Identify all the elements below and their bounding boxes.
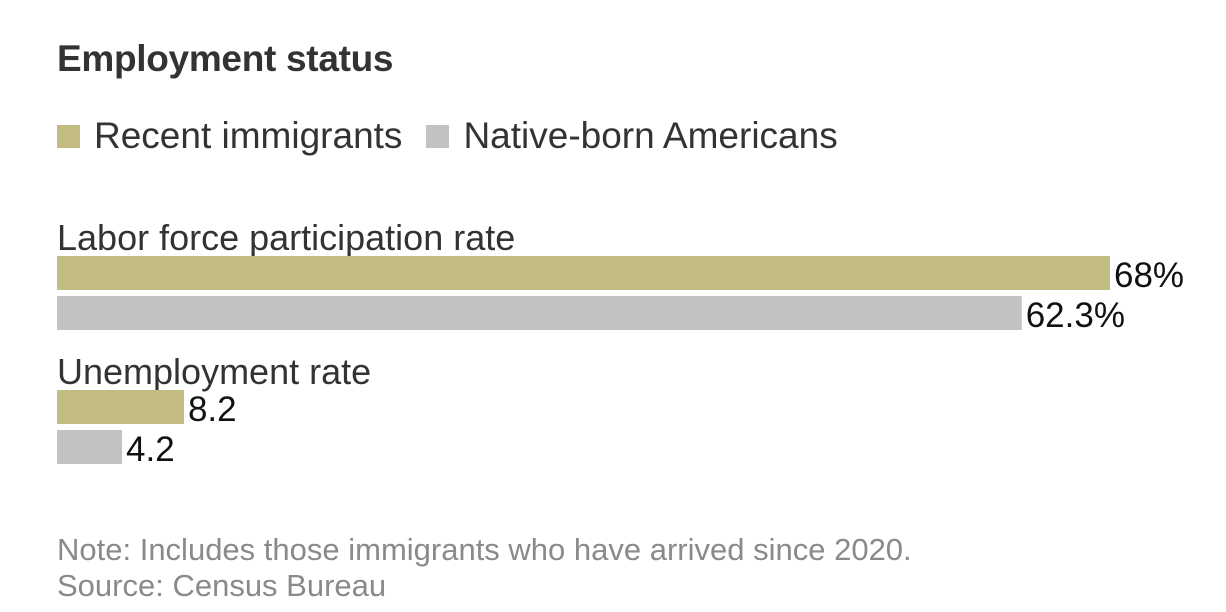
- bar-recent-immigrants: [57, 256, 1110, 290]
- footer-note: Note: Includes those immigrants who have…: [57, 532, 912, 567]
- bar-value-label: 4.2: [126, 430, 175, 469]
- bar-chart: Labor force participation rate 68%62.3% Un…: [57, 217, 1184, 469]
- footer-source: Source: Census Bureau: [57, 568, 387, 603]
- bar-native-born: [57, 296, 1022, 330]
- bar-value-label: 68%: [1114, 256, 1184, 295]
- legend-label-recent-immigrants: Recent immigrants: [94, 115, 403, 156]
- legend-item-native-born: Native-born Americans: [426, 115, 838, 157]
- chart-footer: Note: Includes those immigrants who have…: [57, 532, 912, 604]
- bar-value-label: 8.2: [188, 390, 237, 429]
- bar-recent-immigrants: [57, 390, 184, 424]
- legend-item-recent-immigrants: Recent immigrants: [57, 115, 402, 157]
- bar-native-born: [57, 430, 123, 464]
- legend-label-native-born: Native-born Americans: [463, 115, 838, 156]
- chart-title: Employment status: [57, 38, 394, 79]
- group-label: Unemployment rate: [57, 351, 371, 392]
- bar-value-label: 62.3%: [1026, 296, 1125, 335]
- legend-swatch-recent-immigrants: [57, 124, 80, 148]
- group-label: Labor force participation rate: [57, 217, 515, 258]
- legend-swatch-native-born: [426, 124, 450, 148]
- legend: Recent immigrants Native-born Americans: [57, 114, 862, 158]
